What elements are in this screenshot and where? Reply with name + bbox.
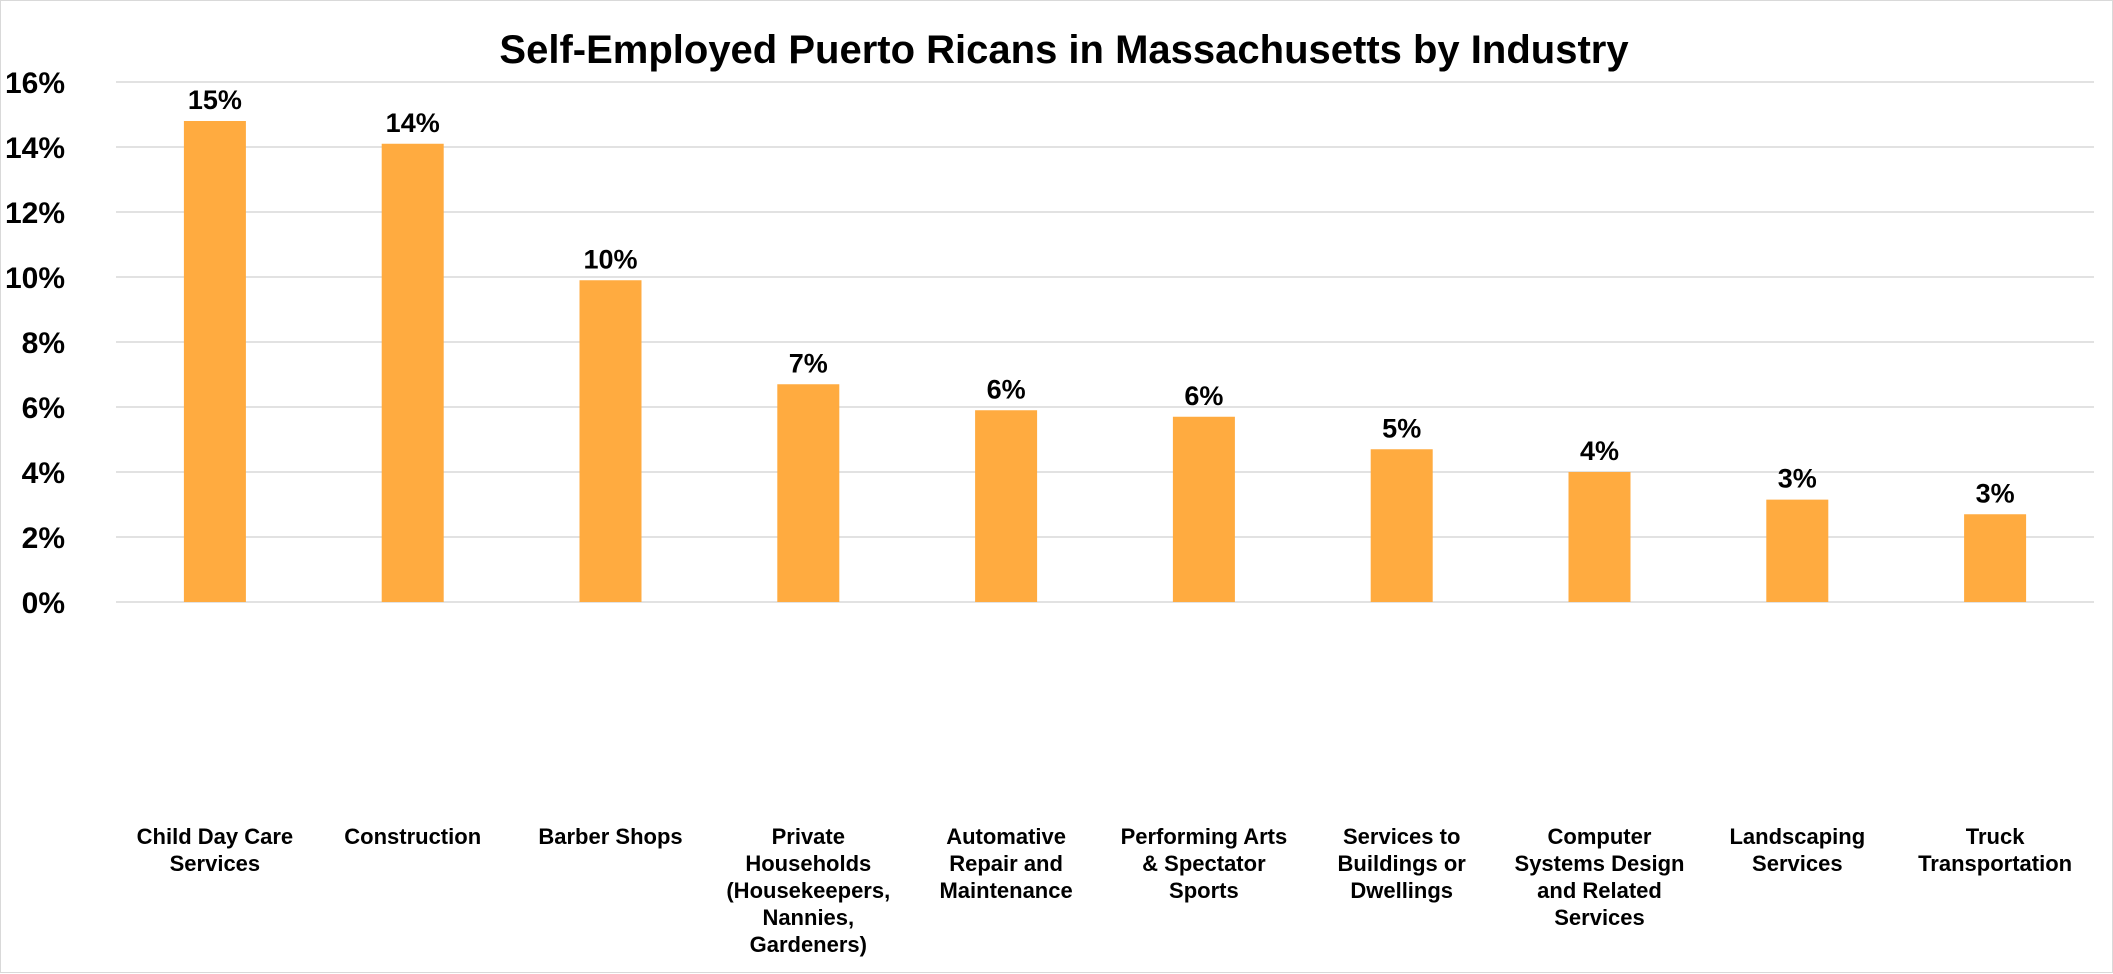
data-label: 14% bbox=[386, 108, 440, 138]
bar bbox=[381, 143, 444, 602]
y-tick-label: 14% bbox=[5, 132, 65, 165]
category-label: Services to Buildings or Dwellings bbox=[1338, 824, 1467, 903]
y-tick-label: 8% bbox=[22, 327, 65, 360]
category-label: Landscaping Services bbox=[1729, 824, 1865, 876]
gridlines bbox=[116, 81, 2094, 603]
category-label: Child Day Care Services bbox=[137, 824, 294, 876]
data-label: 4% bbox=[1580, 436, 1619, 466]
y-tick-label: 0% bbox=[22, 587, 65, 620]
category-label: Construction bbox=[344, 824, 481, 849]
data-label: 6% bbox=[1184, 381, 1223, 411]
y-tick-label: 16% bbox=[5, 67, 65, 100]
data-label: 3% bbox=[1976, 478, 2015, 508]
category-label: Automative Repair and Maintenance bbox=[939, 824, 1072, 903]
y-tick-label: 12% bbox=[5, 197, 65, 230]
bar bbox=[183, 121, 246, 602]
bar bbox=[579, 280, 642, 602]
data-label: 7% bbox=[789, 348, 828, 378]
bar bbox=[1766, 499, 1829, 602]
data-labels: 15% 14% 10% 7% 6% 6% 5% 4% 3% 3% bbox=[188, 85, 2015, 508]
data-label: 15% bbox=[188, 85, 242, 115]
bar bbox=[975, 410, 1038, 602]
y-tick-label: 4% bbox=[22, 457, 65, 490]
category-label: Performing Arts & Spectator Sports bbox=[1121, 824, 1288, 903]
bars bbox=[183, 121, 2027, 602]
bar bbox=[1370, 449, 1433, 602]
category-labels: Child Day Care Services Construction Barber… bbox=[137, 824, 2072, 957]
y-tick-label: 6% bbox=[22, 392, 65, 425]
bar bbox=[1964, 514, 2027, 602]
y-axis-ticks: 0% 2% 4% 6% 8% 10% 12% 14% 16% bbox=[5, 67, 65, 620]
bar bbox=[1568, 472, 1631, 602]
data-label: 5% bbox=[1382, 413, 1421, 443]
bar bbox=[1172, 416, 1235, 602]
y-tick-label: 2% bbox=[22, 522, 65, 555]
bar bbox=[777, 384, 840, 602]
data-label: 6% bbox=[987, 374, 1026, 404]
chart-title: Self-Employed Puerto Ricans in Massachus… bbox=[499, 28, 1629, 72]
category-label: Barber Shops bbox=[538, 824, 682, 849]
y-tick-label: 10% bbox=[5, 262, 65, 295]
category-label: Truck Transportation bbox=[1918, 824, 2072, 876]
data-label: 3% bbox=[1778, 464, 1817, 494]
data-label: 10% bbox=[583, 244, 637, 274]
category-label: Private Households (Housekeepers, Nannies, G… bbox=[726, 824, 890, 957]
category-label: Computer Systems Design and Related Service… bbox=[1515, 824, 1685, 930]
